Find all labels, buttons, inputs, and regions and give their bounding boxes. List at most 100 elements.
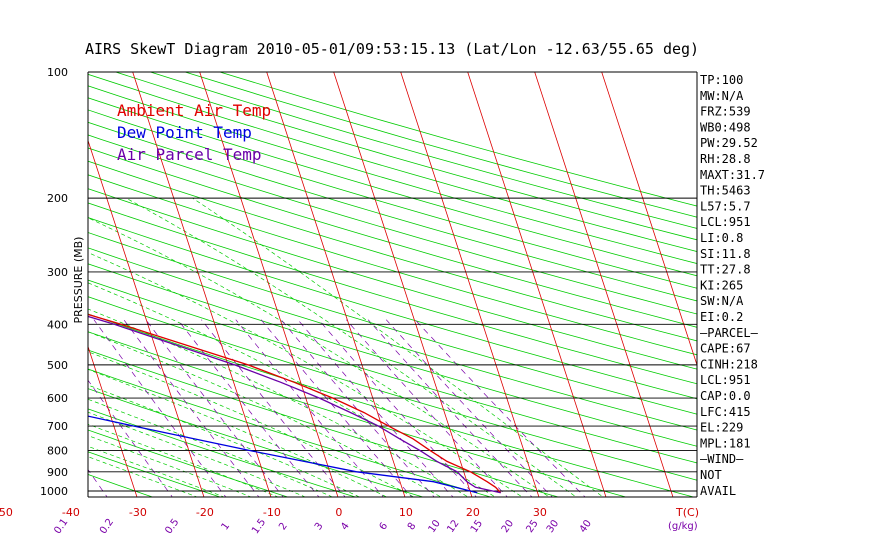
sounding-stat: L57:5.7 bbox=[700, 199, 751, 213]
sounding-stat: EI:0.2 bbox=[700, 310, 743, 324]
mixing-ratio-label: 1.5 bbox=[250, 517, 268, 536]
pressure-tick-label: 300 bbox=[47, 266, 68, 279]
dry-adiabat bbox=[88, 160, 697, 342]
pressure-tick-label: 800 bbox=[47, 444, 68, 457]
dry-adiabat bbox=[88, 121, 697, 302]
isotherm bbox=[0, 63, 4, 502]
dry-adiabat bbox=[88, 232, 697, 415]
dry-adiabat bbox=[88, 202, 697, 385]
mixing-ratio-label: 1 bbox=[220, 521, 233, 533]
sounding-stat: —PARCEL— bbox=[700, 326, 759, 340]
dry-adiabat bbox=[88, 247, 697, 431]
bottom-temp-tick-label: -20 bbox=[196, 506, 214, 519]
moist-adiabat bbox=[88, 384, 361, 497]
sounding-stat: —WIND— bbox=[700, 452, 744, 466]
legend-dew-point-temp: Dew Point Temp bbox=[117, 123, 252, 142]
pressure-tick-label: 500 bbox=[47, 359, 68, 372]
mixing-ratio-line bbox=[88, 468, 108, 497]
sounding-stat: LCL:951 bbox=[700, 215, 751, 229]
sounding-stat: CAPE:67 bbox=[700, 342, 751, 356]
pressure-tick-label: 400 bbox=[47, 318, 68, 331]
isotherm bbox=[0, 63, 71, 502]
dry-adiabat bbox=[88, 263, 697, 447]
mixing-ratio-label: 40 bbox=[578, 518, 594, 535]
sounding-stat: PW:29.52 bbox=[700, 136, 758, 150]
isotherm bbox=[534, 72, 674, 497]
mixing-ratio-label: 30 bbox=[545, 518, 561, 535]
sounding-stat: MW:N/A bbox=[700, 89, 744, 103]
moist-adiabat bbox=[88, 308, 469, 497]
dry-adiabat bbox=[0, 72, 30, 502]
sounding-stat: NOT bbox=[700, 468, 722, 482]
mixing-ratio-label: 0.2 bbox=[98, 517, 116, 536]
moist-adiabat bbox=[88, 252, 523, 497]
pressure-tick-label: 1000 bbox=[40, 485, 68, 498]
bottom-temp-tick-label: 0 bbox=[335, 506, 342, 519]
moist-adiabat bbox=[88, 331, 442, 497]
mixing-ratio-label: 0.5 bbox=[163, 517, 181, 536]
isotherm bbox=[333, 72, 473, 497]
isotherm bbox=[400, 72, 540, 497]
mixing-ratio-line bbox=[201, 319, 346, 497]
pressure-tick-label: 100 bbox=[47, 66, 68, 79]
moist-adiabat bbox=[88, 351, 415, 497]
sounding-stat: TH:5463 bbox=[700, 184, 751, 198]
pressure-tick-label: 200 bbox=[47, 192, 68, 205]
bottom-temp-tick-label: 20 bbox=[466, 506, 480, 519]
dry-adiabat bbox=[88, 109, 697, 289]
dry-adiabat bbox=[88, 217, 697, 400]
moist-adiabat bbox=[88, 368, 388, 497]
mixing-ratio-label: 15 bbox=[469, 518, 485, 535]
isotherm bbox=[467, 72, 607, 497]
sounding-stat: KI:265 bbox=[700, 278, 743, 292]
mixing-ratio-unit: (g/kg) bbox=[668, 521, 698, 532]
dry-adiabat bbox=[88, 97, 697, 277]
legend-ambient-air-temp: Ambient Air Temp bbox=[117, 101, 271, 120]
dry-adiabat bbox=[88, 134, 697, 315]
moist-adiabat bbox=[88, 398, 334, 497]
dry-adiabat bbox=[88, 174, 697, 356]
dry-adiabat bbox=[88, 85, 697, 265]
mixing-ratio-label: 8 bbox=[406, 521, 419, 533]
bottom-temp-tick-label: -50 bbox=[0, 506, 13, 519]
moist-adiabat bbox=[125, 197, 577, 497]
mixing-ratio-label: 2 bbox=[277, 521, 290, 533]
sounding-stat: SI:11.8 bbox=[700, 247, 751, 261]
chart-title: AIRS SkewT Diagram 2010-05-01/09:53:15.1… bbox=[85, 40, 699, 58]
mixing-ratio-label: 10 bbox=[427, 518, 443, 535]
moist-adiabat bbox=[88, 411, 307, 497]
pressure-tick-label: 700 bbox=[47, 420, 68, 433]
bottom-temp-tick-label: -10 bbox=[263, 506, 281, 519]
mixing-ratio-line bbox=[385, 319, 553, 497]
moist-adiabat bbox=[88, 423, 279, 497]
sounding-stat: EL:229 bbox=[700, 421, 743, 435]
moist-adiabat bbox=[192, 197, 604, 497]
ambient-air-temp-line bbox=[88, 313, 502, 494]
dry-adiabat bbox=[88, 147, 697, 328]
mixing-ratio-line bbox=[260, 319, 413, 497]
isotherm bbox=[601, 72, 697, 367]
mixing-ratio-label: 0.1 bbox=[52, 517, 70, 536]
mixing-ratio-line bbox=[346, 319, 508, 497]
dry-adiabat bbox=[150, 72, 697, 229]
pressure-tick-label: 600 bbox=[47, 392, 68, 405]
bottom-temp-tick-label: -30 bbox=[129, 506, 147, 519]
dew-point-temp-line bbox=[88, 415, 478, 494]
isotherm bbox=[199, 72, 339, 497]
dry-adiabat bbox=[88, 279, 697, 464]
mixing-ratio-line bbox=[177, 319, 320, 497]
dry-adiabat bbox=[88, 188, 697, 370]
sounding-stat: RH:28.8 bbox=[700, 152, 751, 166]
sounding-stat: SW:N/A bbox=[700, 294, 744, 308]
isotherm bbox=[88, 139, 205, 497]
moist-adiabat bbox=[88, 282, 496, 497]
sounding-stat: WB0:498 bbox=[700, 120, 751, 134]
sounding-stat: CINH:218 bbox=[700, 357, 758, 371]
mixing-ratio-line bbox=[145, 319, 284, 497]
sounding-stat: CAP:0.0 bbox=[700, 389, 751, 403]
mixing-ratio-label: 6 bbox=[378, 521, 391, 533]
mixing-ratio-label: 25 bbox=[524, 518, 540, 535]
mixing-ratio-line bbox=[88, 379, 173, 497]
bottom-temp-tick-label: 10 bbox=[399, 506, 413, 519]
